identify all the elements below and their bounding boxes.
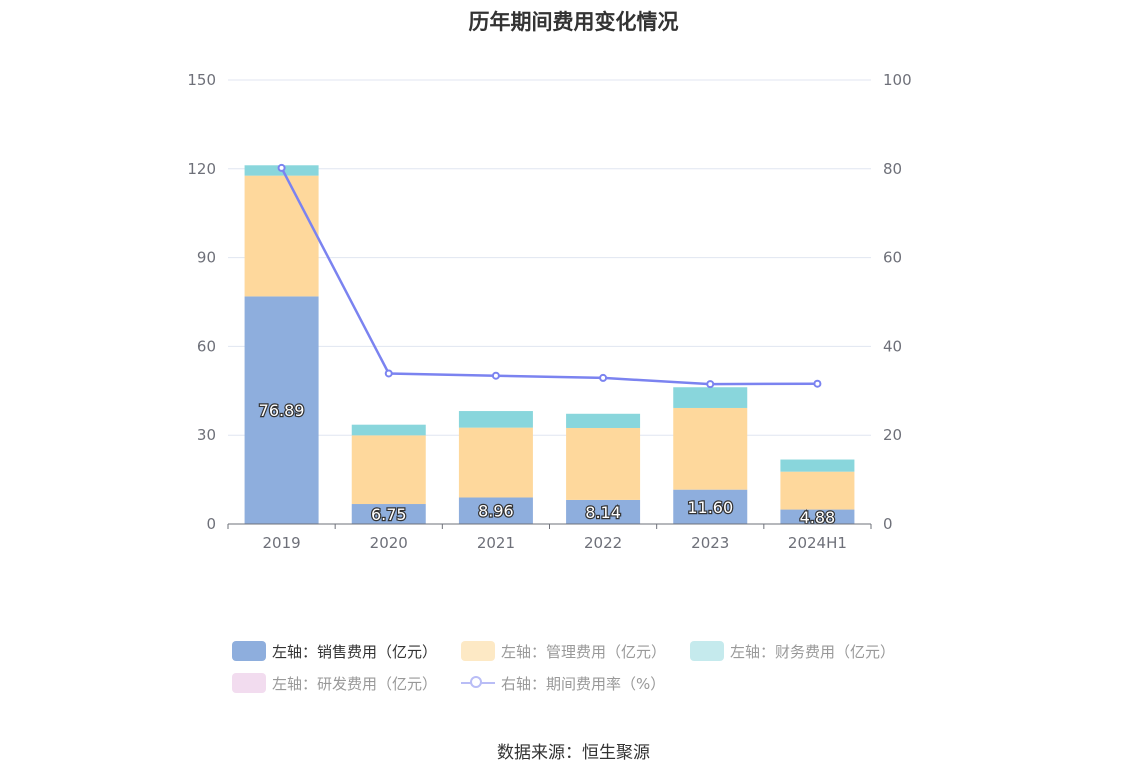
legend-swatch-finance [690,641,725,661]
bar-segment-2 [351,424,426,436]
legend-item-rnd[interactable]: 左轴：研发费用（亿元） [232,673,437,694]
bar-segment-0 [780,509,855,524]
expense-rate-point [384,369,393,378]
data-label-sales: 8.14 [585,503,621,522]
chart-title: 历年期间费用变化情况 [468,10,679,34]
x-tick-label: 2022 [584,534,622,552]
legend-label-sales: 左轴：销售费用（亿元） [272,642,438,661]
y-left-tick-label: 150 [187,71,216,89]
legend-label-admin: 左轴：管理费用（亿元） [501,642,667,661]
legend-swatch-rnd [232,673,266,693]
y-right-tick-label: 100 [883,71,912,89]
legend-row-1: 左轴：销售费用（亿元） 左轴：管理费用（亿元） 左轴：财务费用（亿元） [232,640,932,662]
legend: 左轴：销售费用（亿元） 左轴：管理费用（亿元） 左轴：财务费用（亿元） 左轴：研… [232,640,932,704]
x-tick-label: 2019 [262,534,300,552]
chart-area: 76.89 6.75 8.96 8.14 11.60 4.88 0 30 60 90 120 150… [187,71,912,552]
data-label-sales: 76.89 [259,401,305,420]
bar-segment-0 [458,497,533,524]
data-label-sales: 6.75 [371,505,407,524]
bar-segment-1 [244,175,319,297]
legend-item-admin[interactable]: 左轴：管理费用（亿元） [461,641,666,662]
y-left-tick-label: 60 [197,337,216,355]
legend-row-2: 左轴：研发费用（亿元） 右轴：期间费用率（%） [232,672,932,694]
bar-segment-0 [673,489,748,524]
legend-item-expense-rate[interactable]: 右轴：期间费用率（%） [461,673,665,694]
expense-rate-point [599,373,608,382]
legend-label-rnd: 左轴：研发费用（亿元） [272,674,438,693]
y-left-tick-label: 30 [197,426,216,444]
y-left-tick-label: 0 [206,515,216,533]
bar-segment-2 [566,413,641,428]
y-right-tick-label: 40 [883,337,902,355]
expense-rate-line [280,167,818,386]
y-right-tick-label: 60 [883,249,902,267]
expense-rate-point [813,379,822,388]
bar-segment-1 [458,427,533,498]
x-tick-label: 2020 [370,534,408,552]
y-right-tick-label: 20 [883,426,902,444]
y-left-tick-label: 120 [187,160,216,178]
bar-segment-1 [780,471,855,510]
expense-rate-point [491,371,500,380]
expense-rate-point [706,380,715,389]
data-label-sales: 4.88 [800,508,836,527]
bar-segment-1 [351,435,426,505]
data-label-sales: 11.60 [687,498,733,517]
legend-label-expense-rate: 右轴：期间费用率（%） [501,674,666,693]
bar-segment-0 [566,499,641,524]
data-label-sales: 8.96 [478,502,514,521]
bar-segment-2 [673,387,748,408]
bar-segment-2 [458,411,533,428]
y-right-tick-label: 80 [883,160,902,178]
legend-label-finance: 左轴：财务费用（亿元） [730,642,896,661]
source-note: 数据来源：恒生聚源 [497,743,650,763]
legend-item-finance[interactable]: 左轴：财务费用（亿元） [690,641,895,662]
x-tick-label: 2021 [477,534,515,552]
bar-segment-1 [673,407,748,490]
bar-segment-0 [244,296,319,524]
bar-segment-1 [566,427,641,500]
bar-segment-0 [351,504,426,524]
legend-swatch-sales [232,641,266,661]
expense-rate-point [277,163,286,172]
x-tick-label: 2024H1 [788,534,847,552]
y-left-tick-label: 90 [197,249,216,267]
legend-swatch-expense-rate [461,673,496,693]
x-tick-label: 2023 [691,534,729,552]
y-right-tick-label: 0 [883,515,893,533]
legend-item-sales[interactable]: 左轴：销售费用（亿元） [232,641,437,662]
bar-segment-2 [780,459,855,472]
legend-swatch-admin [461,641,496,661]
